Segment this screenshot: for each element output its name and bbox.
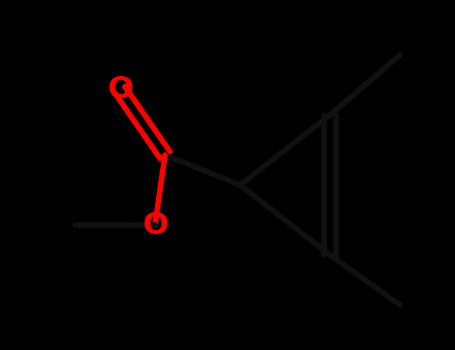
Text: O: O <box>142 210 168 239</box>
Text: O: O <box>107 76 133 105</box>
